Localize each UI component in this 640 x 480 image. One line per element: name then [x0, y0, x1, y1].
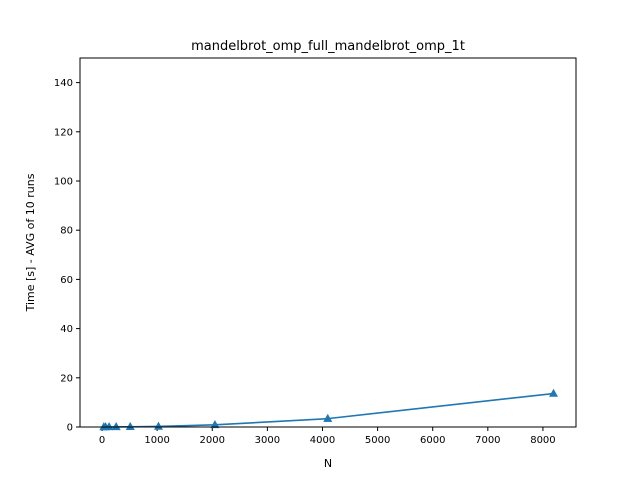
chart-title: mandelbrot_omp_full_mandelbrot_omp_1t: [191, 39, 465, 54]
y-tick-label: 120: [54, 127, 73, 138]
x-tick-label: 2000: [200, 435, 225, 446]
x-axis-label: N: [324, 457, 332, 470]
x-tick-label: 5000: [365, 435, 390, 446]
x-tick-label: 3000: [255, 435, 280, 446]
data-point: [549, 388, 559, 397]
data-point: [111, 422, 121, 431]
y-tick-label: 0: [67, 423, 73, 434]
x-axis: 0 1000 2000 3000 4000 5000 6000 7000 8000: [99, 427, 556, 446]
y-tick-label: 100: [54, 177, 73, 188]
x-tick-label: 4000: [310, 435, 335, 446]
x-tick-label: 1000: [144, 435, 169, 446]
series-line: [103, 392, 554, 428]
y-axis: 0 20 40 60 80 100 120 140: [54, 78, 80, 434]
x-tick-label: 0: [99, 435, 105, 446]
data-point: [153, 421, 163, 430]
data-point: [125, 421, 135, 430]
y-axis-label: Time [s] - AVG of 10 runs: [24, 173, 37, 312]
y-tick-label: 80: [60, 226, 73, 237]
y-tick-label: 140: [54, 78, 73, 89]
data-point: [104, 422, 114, 431]
data-point: [323, 413, 333, 422]
x-tick-label: 8000: [530, 435, 555, 446]
series-layer: [99, 388, 559, 431]
x-tick-label: 6000: [420, 435, 445, 446]
y-tick-label: 60: [60, 275, 73, 286]
y-tick-label: 20: [60, 373, 73, 384]
plot-frame: [79, 57, 577, 428]
data-point: [210, 420, 220, 429]
y-tick-label: 40: [60, 324, 73, 335]
x-tick-label: 7000: [475, 435, 500, 446]
